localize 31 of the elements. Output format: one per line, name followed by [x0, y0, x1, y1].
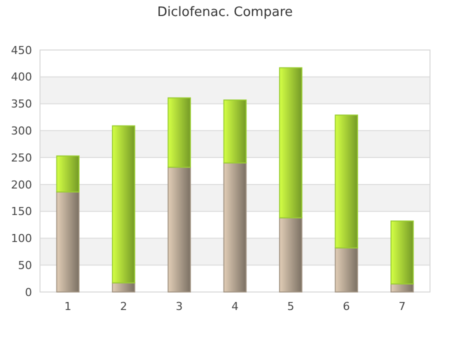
bar	[56, 155, 80, 192]
bar	[168, 97, 191, 168]
bar	[390, 283, 414, 292]
y-tick-label: 50	[18, 258, 32, 272]
x-tick-label: 1	[64, 300, 72, 313]
x-tick-label: 2	[120, 300, 128, 313]
y-tick-label: 300	[11, 124, 32, 138]
x-tick-label: 4	[232, 300, 238, 313]
bar	[168, 166, 191, 292]
x-tick-label: 3	[176, 300, 183, 313]
bar	[112, 125, 136, 284]
y-tick-label: 0	[25, 286, 32, 299]
bar	[223, 162, 247, 292]
y-tick-label: 450	[11, 44, 32, 57]
y-tick-label: 100	[11, 232, 32, 246]
x-tick-label: 5	[287, 300, 294, 313]
bar	[279, 217, 302, 292]
bar	[334, 247, 358, 292]
bar	[223, 100, 247, 164]
x-tick-label: 7	[398, 300, 406, 313]
bar	[56, 191, 80, 292]
bar	[390, 220, 414, 284]
bar	[279, 67, 302, 218]
y-tick-label: 250	[11, 151, 32, 164]
y-tick-label: 150	[11, 205, 32, 218]
y-tick-label: 200	[11, 178, 32, 192]
bar	[334, 114, 358, 248]
chart-title: Diclofenac. Compare	[157, 5, 293, 20]
y-tick-label: 400	[11, 70, 32, 84]
x-tick-label: 6	[342, 300, 350, 313]
y-tick-label: 350	[11, 98, 32, 111]
